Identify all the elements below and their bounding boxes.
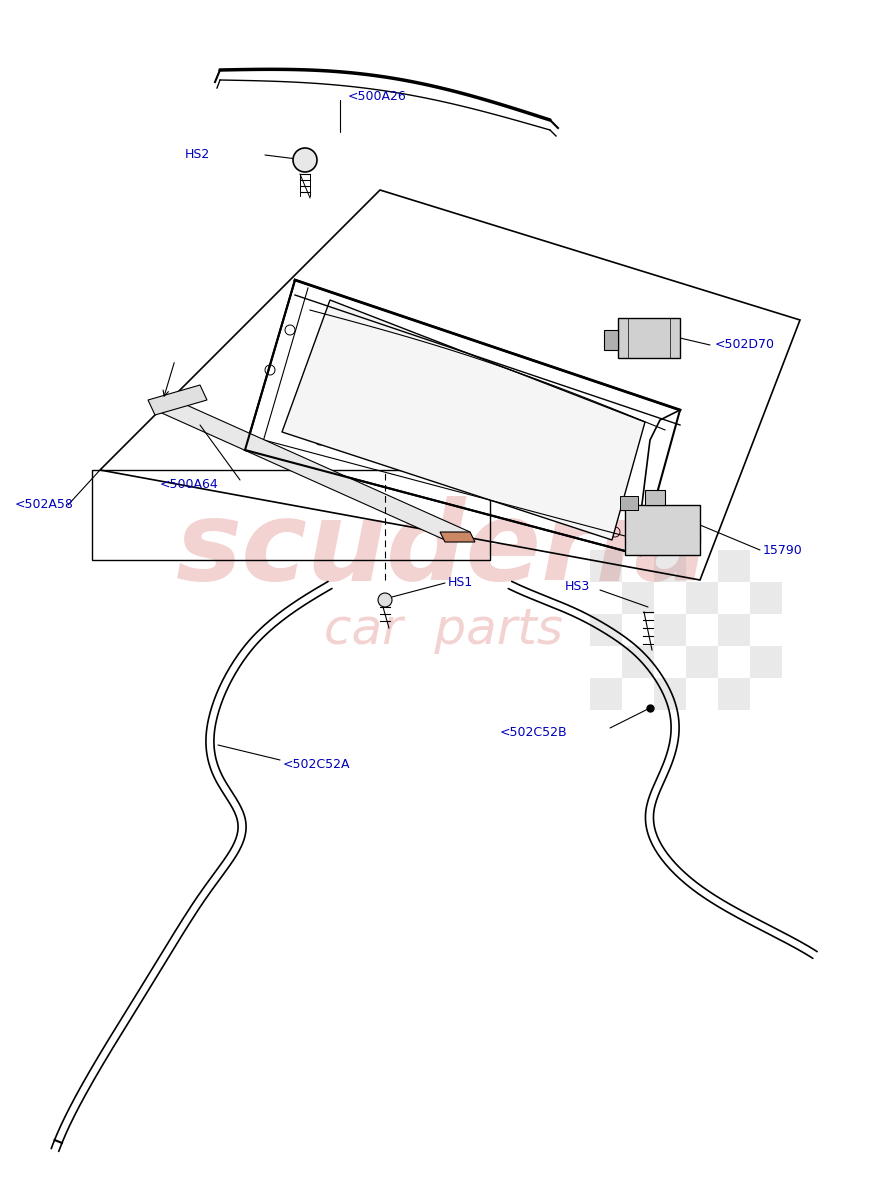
Circle shape: [377, 593, 392, 607]
Circle shape: [387, 498, 395, 505]
Circle shape: [315, 434, 324, 445]
Bar: [750, 582, 781, 614]
Bar: [717, 678, 750, 710]
Text: <502A58: <502A58: [15, 498, 74, 511]
Circle shape: [284, 325, 295, 335]
Polygon shape: [148, 385, 206, 415]
Bar: [625, 505, 699, 554]
Bar: [644, 490, 664, 505]
Bar: [589, 614, 621, 646]
Bar: [653, 614, 685, 646]
Circle shape: [610, 527, 619, 538]
Circle shape: [229, 437, 237, 444]
Polygon shape: [155, 403, 470, 540]
Text: <500A26: <500A26: [347, 90, 407, 103]
Circle shape: [574, 494, 585, 505]
Text: <500A64: <500A64: [159, 479, 219, 492]
Bar: [653, 550, 685, 582]
Circle shape: [308, 467, 316, 475]
Bar: [717, 550, 750, 582]
Bar: [717, 614, 750, 646]
Text: <502C52B: <502C52B: [500, 726, 567, 738]
Polygon shape: [282, 300, 644, 540]
Bar: [685, 582, 717, 614]
Text: scuderia: scuderia: [175, 497, 709, 604]
Bar: [621, 646, 653, 678]
Text: <502C52A: <502C52A: [283, 758, 350, 772]
Text: HS1: HS1: [447, 576, 473, 589]
Circle shape: [265, 365, 275, 374]
Polygon shape: [439, 532, 475, 542]
Text: <502D70: <502D70: [714, 338, 774, 352]
Bar: [750, 646, 781, 678]
Bar: [618, 318, 680, 358]
Text: car  parts: car parts: [323, 606, 562, 654]
Text: HS3: HS3: [564, 581, 589, 594]
Bar: [589, 550, 621, 582]
Text: HS2: HS2: [185, 149, 210, 162]
Bar: [589, 678, 621, 710]
Bar: [653, 678, 685, 710]
Text: 15790: 15790: [762, 544, 802, 557]
Bar: [621, 582, 653, 614]
Bar: [685, 646, 717, 678]
Circle shape: [171, 396, 179, 404]
Bar: [603, 330, 618, 350]
Bar: [619, 496, 637, 510]
Circle shape: [292, 148, 316, 172]
